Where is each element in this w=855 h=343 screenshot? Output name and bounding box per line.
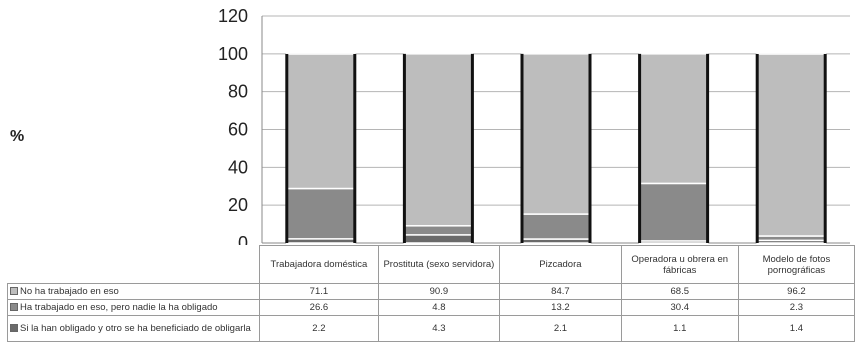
table-cell: 1.1 [620,315,739,342]
category-label-3: Operadora u obrera en fábricas [620,245,739,284]
y-tick-label: 0 [238,233,248,245]
data-table: Trabajadora doméstica Prostituta (sexo s… [6,245,855,342]
stacked-bar-chart: 0 20 40 60 80 100 120 [218,6,850,245]
table-header-row: Trabajadora doméstica Prostituta (sexo s… [8,245,855,284]
table-cell: 26.6 [259,299,379,316]
table-row: No ha trabajado en eso 71.1 90.9 84.7 68… [6,283,855,300]
table-row: Ha trabajado en eso, pero nadie la ha ob… [6,299,855,316]
legend-label-1: Ha trabajado en eso, pero nadie la ha ob… [20,301,218,313]
legend-label-2: Si la han obligado y otro se ha benefici… [20,322,251,334]
table-row: Si la han obligado y otro se ha benefici… [6,315,855,342]
bar-segment-1-2 [521,213,591,240]
legend-swatch-1 [10,302,18,311]
table-cell: 90.9 [377,283,501,300]
bar-segment-0-0 [286,53,356,190]
table-cell: 2.2 [259,315,379,342]
table-cell: 96.2 [737,283,855,300]
legend-swatch-0 [10,286,18,295]
bar-segment-1-1 [403,225,474,236]
table-cell: 2.1 [499,315,622,342]
table-cell: 84.7 [499,283,622,300]
category-label-0: Trabajadora doméstica [259,245,379,284]
bar-segment-0-1 [403,53,474,227]
y-tick-label: 60 [228,120,248,140]
bar-segment-1-3 [638,182,709,242]
y-axis-label: % [10,128,25,145]
bar-segment-1-0 [286,187,356,240]
legend-swatch-2 [10,323,18,332]
bar-segment-0-2 [521,53,591,215]
table-cell: 68.5 [620,283,739,300]
table-cell: 1.4 [737,315,855,342]
table-cell: 30.4 [620,299,739,316]
y-tick-label: 40 [228,157,248,177]
y-tick-label: 100 [218,44,248,64]
bar-segment-0-4 [756,53,826,237]
table-cell: 2.3 [737,299,855,316]
category-label-1: Prostituta (sexo servidora) [377,245,501,284]
bar-segment-2-1 [403,234,474,244]
y-tick-label: 80 [228,82,248,102]
category-label-2: Pizcadora [499,245,622,284]
table-cell: 13.2 [499,299,622,316]
table-cell: 4.8 [377,299,501,316]
bar-segment-0-3 [638,53,709,185]
table-cell: 71.1 [259,283,379,300]
legend-label-0: No ha trabajado en eso [20,285,119,297]
y-tick-label: 120 [218,6,248,26]
category-label-4: Modelo de fotos pornográficas [737,245,855,284]
y-tick-label: 20 [228,195,248,215]
table-cell: 4.3 [377,315,501,342]
